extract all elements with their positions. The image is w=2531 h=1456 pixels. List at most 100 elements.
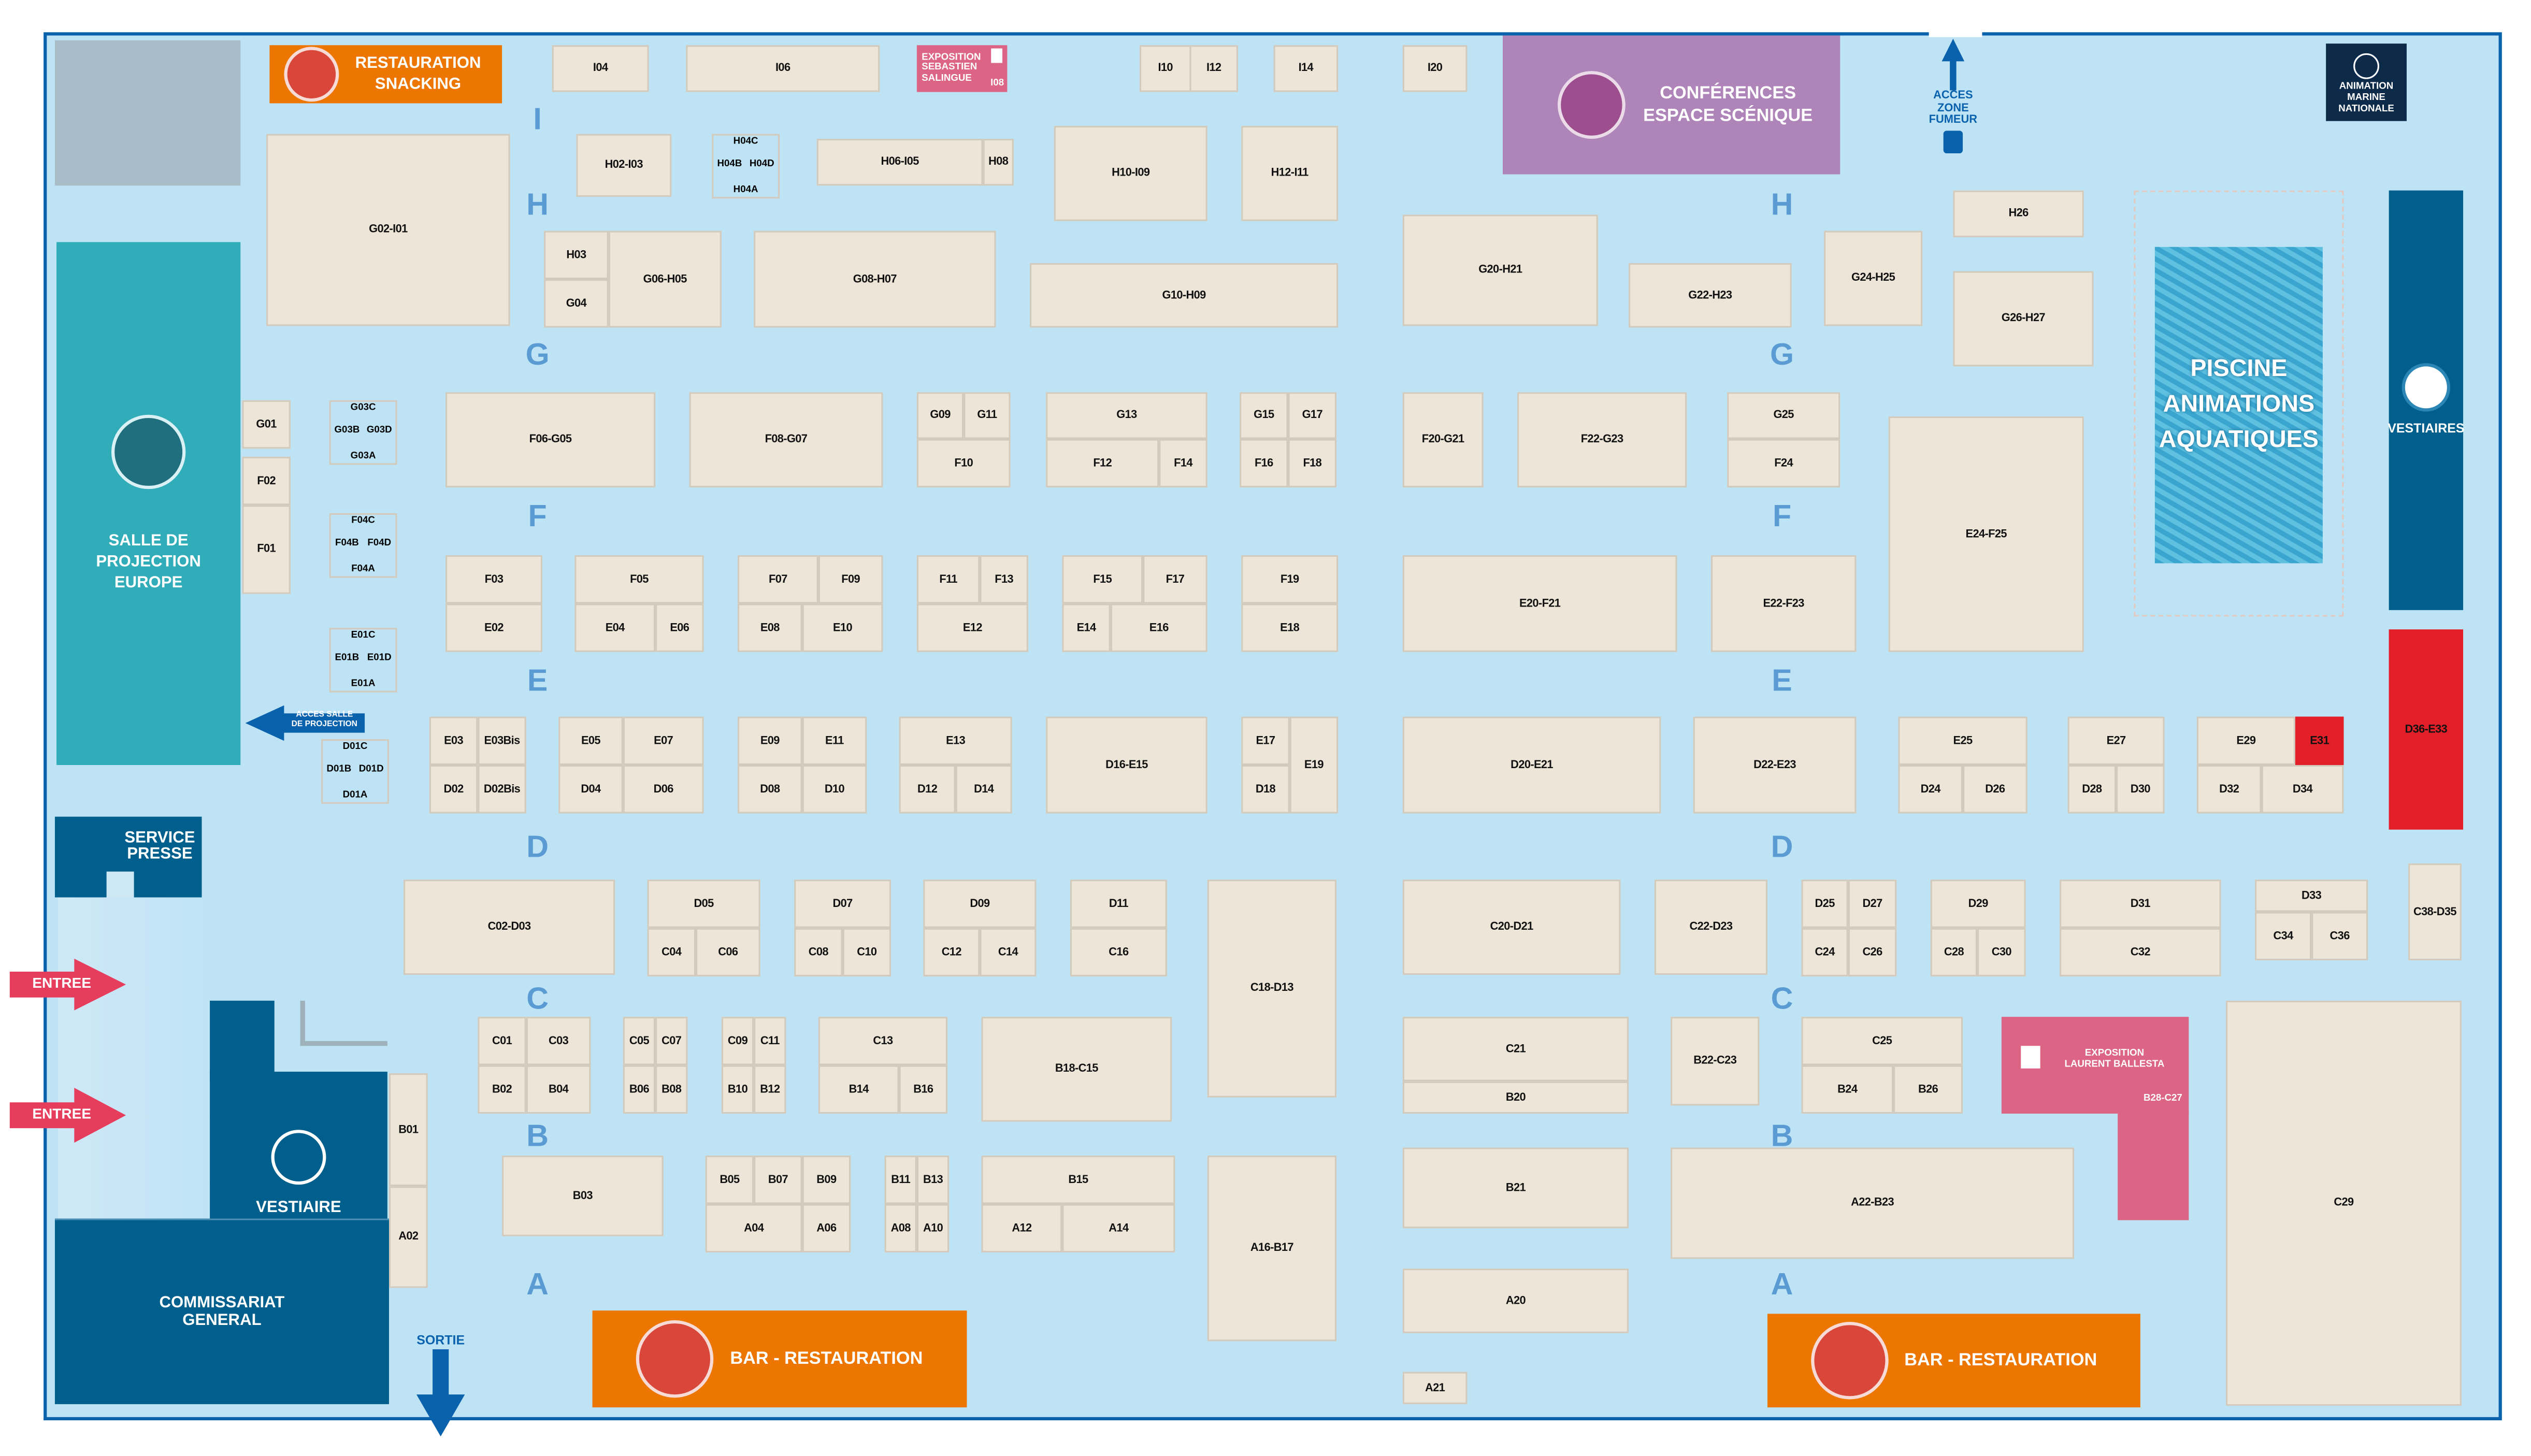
booth[interactable]: C30 [1977, 928, 2026, 977]
booth[interactable]: G20-H21 [1402, 214, 1598, 326]
booth[interactable]: I04 [552, 45, 649, 92]
booth[interactable]: I06 [686, 45, 880, 92]
bar-restauration-1[interactable]: BAR - RESTAURATION [592, 1310, 967, 1408]
booth[interactable]: I12 [1189, 45, 1238, 92]
cross-booth[interactable]: F04C F04B F04D F04A [329, 513, 397, 578]
booth[interactable]: C25 [1801, 1017, 1963, 1065]
booth[interactable]: B21 [1402, 1147, 1629, 1229]
booth[interactable]: D08 [738, 765, 802, 814]
booth[interactable]: C14 [980, 928, 1037, 977]
booth[interactable]: E16 [1110, 603, 1207, 652]
booth[interactable]: C11 [754, 1017, 786, 1065]
booth[interactable]: D29 [1930, 880, 2026, 928]
booth[interactable]: D02 [429, 765, 478, 814]
booth[interactable]: G11 [963, 392, 1011, 439]
booth[interactable]: A14 [1062, 1204, 1175, 1253]
booth[interactable]: E27 [2067, 716, 2165, 765]
booth[interactable]: G06-H05 [608, 230, 722, 328]
booth[interactable]: C28 [1930, 928, 1978, 977]
booth[interactable]: D22-E23 [1693, 716, 1857, 814]
booth[interactable]: C20-D21 [1402, 880, 1621, 975]
booth[interactable]: G26-H27 [1953, 271, 2094, 367]
booth[interactable]: D10 [802, 765, 867, 814]
salle-projection-europe[interactable]: SALLE DE PROJECTION EUROPE [56, 242, 241, 765]
booth[interactable]: B15 [981, 1156, 1175, 1204]
booth[interactable]: D27 [1848, 880, 1897, 928]
booth[interactable]: D32 [2196, 765, 2262, 814]
booth[interactable]: B13 [916, 1156, 950, 1204]
booth[interactable]: C09 [721, 1017, 754, 1065]
booth[interactable]: F22-G23 [1517, 392, 1687, 488]
booth[interactable]: D24 [1898, 765, 1963, 814]
booth[interactable]: G25 [1727, 392, 1840, 439]
booth[interactable]: A02 [389, 1186, 428, 1288]
booth[interactable]: F20-G21 [1402, 392, 1484, 488]
booth[interactable]: C22-D23 [1654, 880, 1768, 975]
booth[interactable]: A20 [1402, 1268, 1629, 1333]
animation-marine-nationale[interactable]: ANIMATION MARINE NATIONALE [2326, 44, 2407, 121]
booth-d36-e33-reserved[interactable]: D36-E33 [2389, 629, 2464, 830]
booth[interactable]: B18-C15 [981, 1017, 1172, 1122]
booth[interactable]: C13 [818, 1017, 948, 1065]
booth[interactable]: G02-I01 [266, 134, 510, 326]
booth[interactable]: D12 [899, 765, 956, 814]
booth[interactable]: B10 [721, 1065, 754, 1114]
booth[interactable]: H03 [544, 230, 609, 280]
booth[interactable]: E18 [1241, 603, 1339, 652]
booth[interactable]: H12-I11 [1241, 126, 1339, 221]
booth[interactable]: G24-H25 [1824, 230, 1923, 326]
booth[interactable]: C38-D35 [2408, 863, 2462, 961]
booth[interactable]: B06 [623, 1065, 656, 1114]
booth[interactable]: C05 [623, 1017, 656, 1065]
booth[interactable]: E05 [558, 716, 623, 765]
booth[interactable]: E06 [655, 603, 704, 652]
bar-restauration-2[interactable]: BAR - RESTAURATION [1767, 1314, 2140, 1408]
exposition-laurent-ballesta[interactable]: EXPOSITION LAURENT BALLESTA B28-C27 [2001, 1017, 2189, 1114]
booth[interactable]: C07 [655, 1017, 688, 1065]
booth[interactable]: F06-G05 [445, 392, 656, 488]
booth[interactable]: C21 [1402, 1017, 1629, 1082]
booth[interactable]: B09 [802, 1156, 851, 1204]
booth[interactable]: E02 [445, 603, 542, 652]
booth[interactable]: G09 [916, 392, 964, 439]
booth[interactable]: F05 [574, 555, 704, 604]
booth[interactable]: B02 [478, 1065, 526, 1114]
cross-booth[interactable]: E01C E01B E01D E01A [329, 628, 397, 693]
booth[interactable]: D33 [2255, 880, 2368, 912]
booth[interactable]: E10 [802, 603, 883, 652]
booth[interactable]: E03 [429, 716, 478, 765]
booth[interactable]: E03Bis [478, 716, 526, 765]
booth[interactable]: E07 [623, 716, 704, 765]
booth[interactable]: D16-E15 [1046, 716, 1207, 814]
booth[interactable]: E13 [899, 716, 1012, 765]
booth[interactable]: D31 [2060, 880, 2221, 928]
booth[interactable]: F07 [738, 555, 818, 604]
booth[interactable]: F09 [818, 555, 883, 604]
booth[interactable]: A10 [916, 1204, 950, 1253]
booth[interactable]: C10 [842, 928, 891, 977]
booth[interactable]: C29 [2225, 1000, 2462, 1406]
booth[interactable]: D30 [2116, 765, 2165, 814]
booth[interactable]: C16 [1070, 928, 1167, 977]
booth[interactable]: E17 [1241, 716, 1290, 765]
booth[interactable]: B01 [389, 1073, 428, 1187]
booth[interactable]: C24 [1801, 928, 1848, 977]
booth[interactable]: A21 [1402, 1372, 1468, 1404]
booth[interactable]: D02Bis [478, 765, 526, 814]
booth[interactable]: G22-H23 [1629, 263, 1792, 328]
booth[interactable]: I14 [1273, 45, 1339, 92]
booth[interactable]: D07 [794, 880, 891, 928]
booth[interactable]: E22-F23 [1710, 555, 1857, 652]
booth[interactable]: G08-H07 [754, 230, 996, 328]
booth[interactable]: C34 [2255, 912, 2312, 961]
booth[interactable]: G04 [544, 279, 609, 328]
booth[interactable]: E11 [802, 716, 867, 765]
booth[interactable]: H02-I03 [576, 134, 672, 197]
booth[interactable]: C18-D13 [1207, 880, 1337, 1098]
booth[interactable]: F13 [980, 555, 1028, 604]
cross-booth[interactable]: D01C D01B D01D D01A [321, 739, 389, 804]
booth[interactable]: F24 [1727, 439, 1840, 488]
booth[interactable]: C36 [2311, 912, 2368, 961]
booth[interactable]: D11 [1070, 880, 1167, 928]
cross-booth[interactable]: G03C G03B G03D G03A [329, 400, 397, 465]
